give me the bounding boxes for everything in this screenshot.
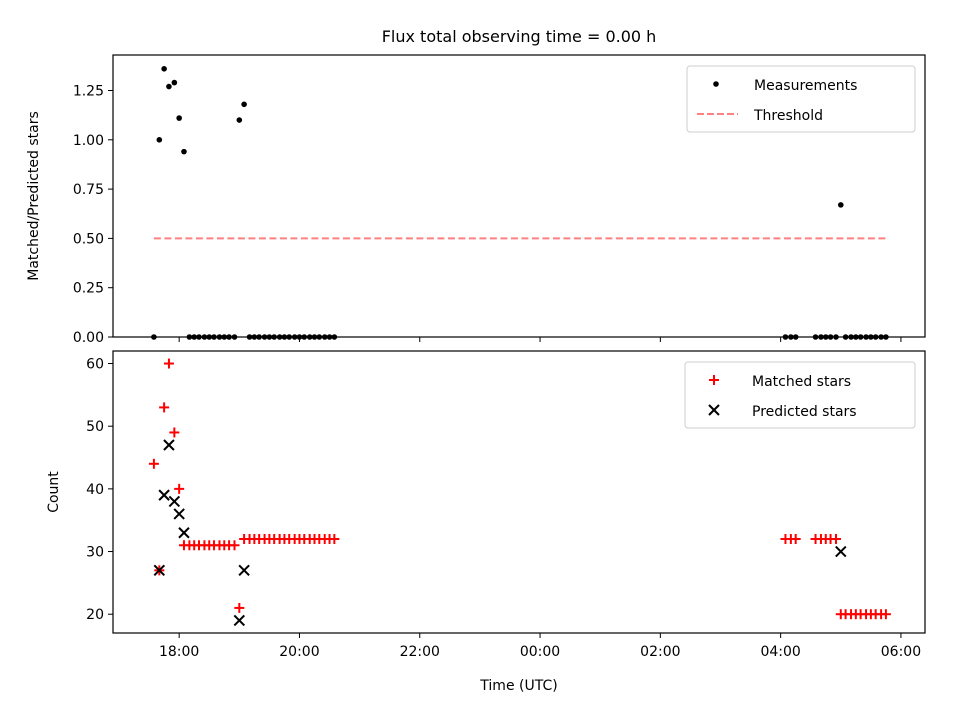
bottom-y-ticks: 20 30 40 50 60 (86, 357, 113, 623)
top-y-tick-label: 1.25 (73, 83, 104, 99)
measurement-point (241, 101, 247, 108)
bottom-legend-box (684, 361, 916, 429)
top-y-axis-label: Matched/Predicted stars (26, 111, 42, 281)
legend-predicted-marker (708, 404, 720, 416)
top-panel: Flux total observing time = 0.00 h 0.000… (26, 27, 926, 346)
measurement-point (156, 136, 163, 143)
bottom-y-tick-label: 40 (86, 482, 104, 498)
top-y-ticks: 0.00 0.25 0.50 0.75 1.00 1.25 (73, 83, 113, 346)
matched-star-point (329, 534, 340, 544)
measurement-point (171, 79, 178, 86)
top-legend-box (686, 65, 916, 133)
matched-star-point (174, 483, 185, 494)
matched-star-point (169, 427, 180, 438)
predicted-star-point (178, 527, 190, 539)
matched-star-point (830, 534, 841, 544)
legend-measurements-marker (713, 81, 719, 87)
bottom-plot-frame (112, 350, 926, 634)
x-tick-label: 00:00 (520, 644, 560, 660)
measurement-point (166, 83, 172, 90)
matched-star-point (148, 458, 159, 469)
x-axis-label: Time (UTC) (479, 678, 557, 694)
bottom-y-tick-label: 30 (86, 545, 104, 561)
predicted-star-point (168, 495, 181, 508)
bottom-y-tick-label: 50 (86, 419, 104, 435)
bottom-panel: 20 30 40 50 60 18:00 20:00 22:00 00:00 02:00 04:0… (46, 350, 926, 694)
bottom-y-tick-label: 60 (86, 357, 104, 373)
x-tick-label: 20:00 (279, 644, 319, 660)
legend-predicted-label: Predicted stars (752, 404, 857, 420)
top-y-tick-label: 0.75 (73, 182, 104, 198)
bottom-x-ticks: 18:00 20:00 22:00 00:00 02:00 04:00 06:00 (159, 633, 921, 660)
top-legend: Measurements Threshold (686, 65, 916, 133)
top-y-tick-label: 1.00 (73, 133, 104, 149)
matched-star-point (234, 602, 245, 613)
measurement-point (837, 202, 844, 208)
matched-star-point (880, 609, 891, 620)
bottom-marks (148, 358, 891, 627)
matched-star-point (159, 402, 170, 413)
bottom-y-tick-label: 20 (86, 607, 104, 623)
legend-matched-marker (709, 375, 719, 385)
predicted-star-point (153, 564, 166, 577)
bottom-legend: Matched stars Predicted stars (684, 361, 916, 429)
top-y-tick-label: 0.00 (73, 330, 104, 346)
top-chart-title: Flux total observing time = 0.00 h (382, 27, 657, 46)
x-tick-label: 06:00 (881, 644, 921, 660)
measurement-point (176, 115, 182, 121)
predicted-star-point (238, 564, 250, 577)
legend-measurements-label: Measurements (754, 78, 857, 94)
x-tick-label: 04:00 (760, 644, 800, 660)
predicted-star-point (173, 508, 185, 520)
bottom-y-axis-label: Count (46, 471, 62, 513)
measurement-point (236, 117, 243, 123)
predicted-star-point (158, 489, 170, 501)
measurement-point (161, 66, 167, 72)
matched-star-point (163, 358, 174, 369)
predicted-star-point (233, 614, 246, 627)
measurement-point (181, 148, 187, 155)
matched-star-point (229, 540, 240, 551)
legend-threshold-label: Threshold (753, 108, 823, 124)
matched-star-point (790, 534, 801, 544)
predicted-star-point (835, 545, 847, 558)
top-y-tick-label: 0.25 (73, 281, 104, 297)
x-tick-label: 02:00 (640, 644, 680, 660)
top-plot-frame (112, 54, 926, 338)
legend-matched-label: Matched stars (752, 374, 851, 390)
predicted-star-point (163, 439, 175, 451)
x-tick-label: 22:00 (400, 644, 440, 660)
top-x-ticks (178, 337, 902, 342)
x-tick-label: 18:00 (159, 644, 199, 660)
top-y-tick-label: 0.50 (73, 231, 104, 247)
